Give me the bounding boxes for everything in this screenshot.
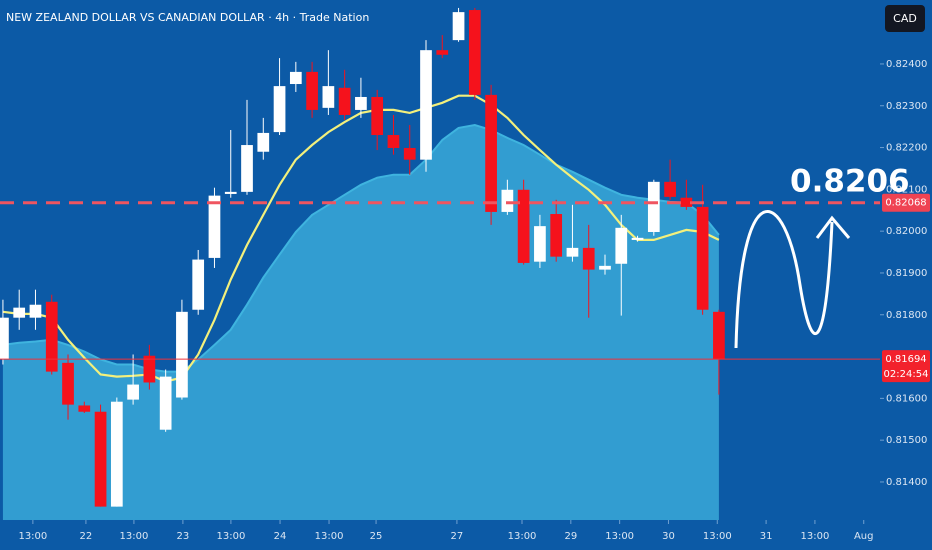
- candle-body: [696, 206, 709, 310]
- candle-body: [550, 214, 563, 257]
- candle-body: [208, 195, 221, 258]
- candle-body: [485, 94, 497, 212]
- price-badge: [882, 193, 930, 212]
- x-tick-label: 13:00: [800, 531, 829, 542]
- y-tick-label: 0.82400: [886, 59, 927, 70]
- candle-body: [224, 191, 237, 194]
- candle-body: [306, 71, 318, 110]
- candle-body: [403, 147, 416, 160]
- candle-body: [420, 50, 432, 160]
- candle-body: [355, 96, 367, 110]
- candle-body: [159, 376, 172, 430]
- candle-body: [0, 317, 9, 360]
- candle-body: [615, 227, 628, 264]
- x-tick-label: 27: [451, 531, 464, 542]
- candle-body: [29, 304, 42, 318]
- price-badge-label: 0.81694: [885, 354, 926, 365]
- currency-label[interactable]: CAD: [893, 12, 917, 25]
- y-tick-label: 0.82000: [886, 226, 927, 237]
- candle-body: [517, 189, 530, 263]
- candle-body: [127, 384, 139, 400]
- candle-body: [371, 96, 384, 136]
- x-tick-label: 23: [177, 531, 190, 542]
- arrow-head: [815, 215, 851, 239]
- annotation: 0.8206: [790, 164, 910, 200]
- y-tick-label: 0.81500: [886, 435, 927, 446]
- x-tick-label: 29: [564, 531, 577, 542]
- candle-body: [289, 71, 302, 85]
- x-tick-label: 13:00: [605, 531, 634, 542]
- candle-body: [452, 12, 465, 41]
- candle-body: [143, 355, 156, 383]
- x-tick-label: 31: [760, 531, 773, 542]
- candle-body: [257, 132, 270, 152]
- candle-body: [582, 247, 595, 270]
- candle-body: [110, 401, 123, 507]
- x-tick-label: 24: [274, 531, 287, 542]
- x-tick-label: 25: [370, 531, 383, 542]
- candle-body: [62, 362, 74, 405]
- candle-body: [13, 307, 26, 318]
- y-tick-label: 0.81800: [886, 310, 927, 321]
- forecast-arrow: [734, 210, 834, 349]
- y-tick-label: 0.82200: [886, 143, 927, 154]
- x-tick-label: 13:00: [120, 531, 149, 542]
- candle-body: [647, 181, 660, 232]
- candle-body: [387, 135, 400, 148]
- x-tick-label: Aug: [854, 531, 874, 542]
- y-tick-label: 0.81600: [886, 393, 927, 404]
- candle-body: [176, 311, 188, 398]
- price-badge: [882, 350, 930, 383]
- candle-body: [322, 86, 335, 108]
- candle-body: [78, 405, 91, 412]
- countdown-label: 02:24:54: [884, 369, 929, 380]
- ma-area-line: [2, 123, 720, 373]
- candle-body: [599, 265, 611, 270]
- x-tick-label: 13:00: [703, 531, 732, 542]
- main-layer: 0.81400 0.81500 0.81600 0.81800 0.81900 0.820…: [0, 7, 930, 542]
- x-tick-label: 13:00: [315, 531, 344, 542]
- candle-body: [436, 50, 449, 55]
- candle-body: [534, 226, 546, 262]
- y-tick-label: 0.81900: [886, 268, 927, 279]
- y-tick-label: 0.81400: [886, 477, 927, 488]
- currency-button[interactable]: [885, 5, 925, 32]
- x-tick-label: 13:00: [216, 531, 245, 542]
- candle-body: [45, 301, 58, 372]
- candle-body: [664, 181, 676, 197]
- y-tick-label: 0.82300: [886, 101, 927, 112]
- candle-body: [192, 259, 205, 310]
- price-badge-label: 0.82068: [885, 198, 926, 209]
- candle-body: [631, 237, 644, 240]
- x-tick-label: 13:00: [18, 531, 47, 542]
- candle-body: [501, 189, 514, 212]
- candle-body: [94, 411, 107, 507]
- candle-body: [241, 145, 253, 192]
- x-tick-label: 22: [80, 531, 93, 542]
- candle-body: [713, 311, 725, 360]
- candle-body: [566, 247, 579, 257]
- chart-title: NEW ZEALAND DOLLAR VS CANADIAN DOLLAR · …: [6, 11, 369, 24]
- x-tick-label: 30: [662, 531, 675, 542]
- candle-body: [680, 197, 693, 207]
- y-tick-label: 0.82100: [886, 184, 927, 195]
- candle-body: [468, 10, 481, 95]
- x-tick-label: 13:00: [508, 531, 537, 542]
- candle-body: [273, 86, 286, 133]
- candle-body: [338, 87, 351, 115]
